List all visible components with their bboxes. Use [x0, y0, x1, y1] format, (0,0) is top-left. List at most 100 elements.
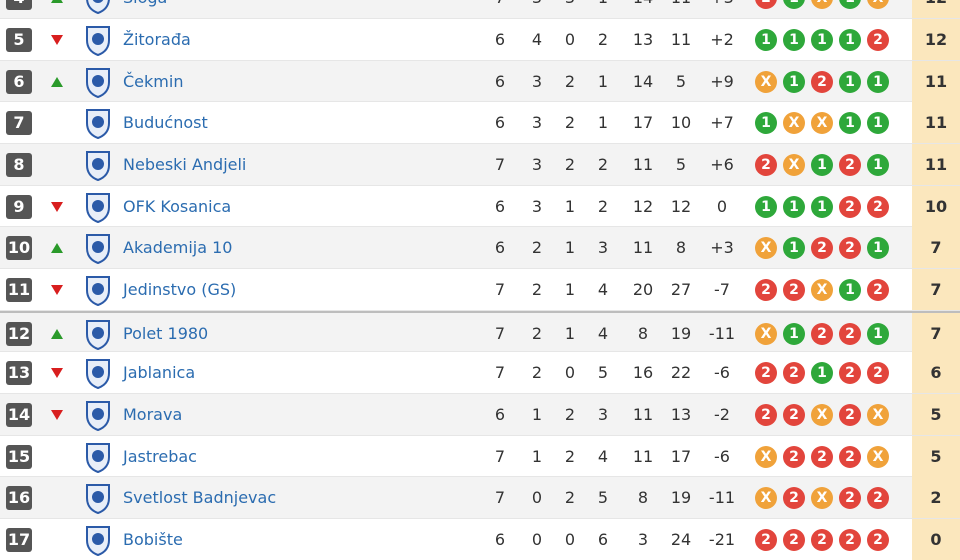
points: 12 — [912, 19, 960, 60]
form-result: 2 — [867, 362, 889, 385]
trend-arrow — [51, 243, 63, 254]
form-result: 1 — [755, 29, 777, 51]
stat-gf: 16 — [632, 363, 654, 383]
points: 2 — [912, 477, 960, 519]
stat-gd: +7 — [710, 113, 734, 133]
form-result: 1 — [811, 154, 833, 176]
form-result: X — [811, 279, 833, 302]
stat-w: 3 — [517, 0, 557, 18]
form-result: X — [867, 0, 889, 10]
form-result: X — [755, 445, 777, 468]
stat-w: 3 — [531, 155, 543, 174]
form-result: 2 — [783, 487, 805, 510]
team-name: Svetlost Badnjevac — [123, 488, 277, 508]
form-result: 1 — [811, 362, 833, 385]
team-name: Sloga — [123, 0, 167, 18]
points: 5 — [912, 394, 960, 436]
stat-l: 2 — [597, 196, 609, 216]
stat-d: 3 — [550, 0, 590, 18]
team-name: Polet 1980 — [123, 323, 209, 343]
points: 10 — [912, 185, 960, 227]
table-row: 7 Budućnost 6 3 2 1 17 10 +7 1 X X 1 1 11 — [0, 102, 960, 144]
form-result: 2 — [755, 154, 777, 176]
stat-p: 6 — [494, 30, 506, 49]
trend-arrow — [51, 285, 63, 296]
stat-p: 7 — [494, 446, 506, 466]
form-result: 1 — [783, 70, 805, 93]
points: 11 — [912, 60, 960, 102]
stat-gf: 11 — [632, 238, 654, 258]
form-result: 2 — [755, 404, 777, 427]
rank-badge: 17 — [6, 528, 32, 553]
stat-l: 2 — [597, 30, 609, 49]
rank-badge: 8 — [6, 153, 32, 177]
form-result: 2 — [867, 279, 889, 302]
table-row: 14 Morava 6 1 2 3 11 13 -2 2 2 X 2 X 5 — [0, 394, 960, 436]
form-result: 1 — [783, 195, 805, 218]
stat-l: 1 — [597, 113, 609, 133]
stat-p: 6 — [494, 238, 506, 258]
stat-w: 4 — [531, 30, 543, 49]
table-row: 17 Bobište 6 0 0 6 3 24 -21 2 2 2 2 2 0 — [0, 519, 960, 560]
table-row: 12 Polet 1980 7 2 1 4 8 19 -11 X 1 2 2 1 7 — [0, 310, 960, 354]
form-result: 2 — [755, 362, 777, 385]
stat-ga: 24 — [670, 530, 692, 550]
stat-gd: -6 — [714, 446, 730, 466]
team-name: Jablanica — [123, 363, 196, 383]
form-result: 2 — [811, 529, 833, 552]
rank-badge: 13 — [6, 361, 32, 386]
stat-ga: 5 — [675, 155, 687, 174]
table-row: 10 Akademija 10 6 2 1 3 11 8 +3 X 1 2 2 1 7 — [0, 227, 960, 269]
stat-gd: -7 — [714, 280, 730, 300]
team-logo — [86, 151, 110, 181]
stat-w: 2 — [531, 280, 543, 300]
stat-gf: 3 — [637, 530, 649, 550]
team-logo — [86, 401, 110, 432]
stat-gd: +3 — [702, 0, 742, 18]
team-name: Morava — [123, 405, 183, 425]
team-logo — [86, 67, 110, 98]
stat-p: 6 — [494, 405, 506, 425]
points: 7 — [912, 269, 960, 311]
stat-w: 0 — [531, 530, 543, 550]
points: 7 — [912, 227, 960, 269]
form-result: 1 — [839, 0, 861, 10]
team-name: Jedinstvo (GS) — [123, 280, 237, 300]
form-result: 1 — [811, 195, 833, 218]
stat-w: 2 — [531, 363, 543, 383]
form-result: X — [755, 237, 777, 260]
form-result: 2 — [811, 70, 833, 93]
form-result: 1 — [755, 195, 777, 218]
points: 5 — [912, 435, 960, 477]
stat-l: 3 — [597, 405, 609, 425]
form-result: X — [867, 445, 889, 468]
form-result: 2 — [839, 362, 861, 385]
stat-gd: +2 — [710, 30, 734, 49]
stat-p: 6 — [494, 71, 506, 91]
stat-ga: 17 — [670, 446, 692, 466]
form-result: 1 — [867, 112, 889, 135]
stat-gf: 8 — [637, 488, 649, 508]
form-result: 1 — [839, 279, 861, 302]
stat-ga: 13 — [670, 405, 692, 425]
stat-l: 5 — [597, 363, 609, 383]
stat-gf: 12 — [632, 196, 654, 216]
stat-gd: -6 — [714, 363, 730, 383]
team-name: Akademija 10 — [123, 238, 233, 258]
rank-badge: 9 — [6, 194, 32, 219]
trend-arrow — [51, 0, 63, 4]
stat-gf: 17 — [632, 113, 654, 133]
team-logo — [86, 26, 110, 56]
team-logo — [86, 526, 110, 557]
stat-p: 7 — [494, 488, 506, 508]
stat-ga: 22 — [670, 363, 692, 383]
form-result: X — [811, 112, 833, 135]
stat-l: 1 — [583, 0, 623, 18]
form-result: 1 — [867, 237, 889, 260]
team-name: Jastrebac — [123, 446, 197, 466]
team-logo — [86, 276, 110, 307]
stat-p: 6 — [494, 530, 506, 550]
form-result: 2 — [839, 529, 861, 552]
form-result: 2 — [783, 279, 805, 302]
table-row: 15 Jastrebac 7 1 2 4 11 17 -6 X 2 2 2 X 5 — [0, 435, 960, 478]
